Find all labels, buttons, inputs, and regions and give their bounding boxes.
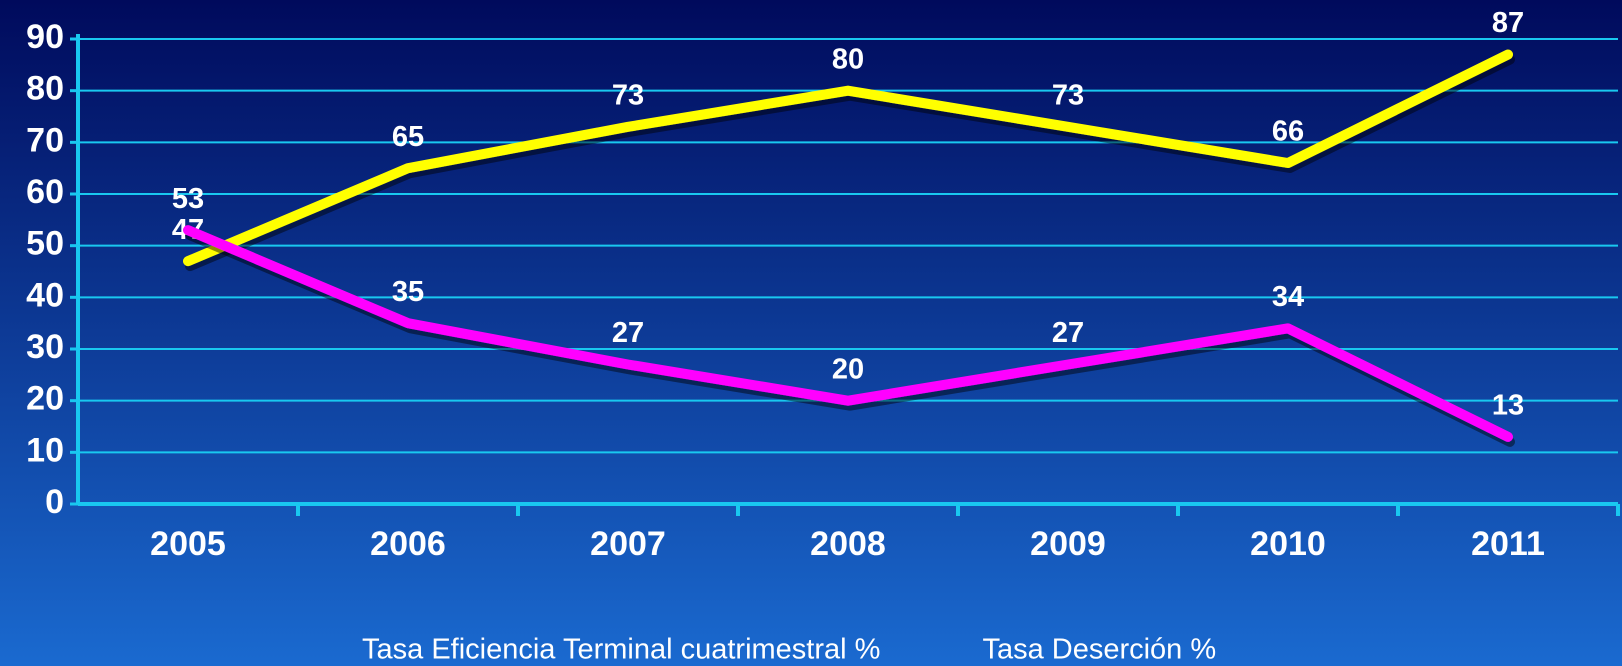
data-label: 27: [1052, 317, 1084, 349]
legend: Tasa Eficiencia Terminal cuatrimestral %…: [295, 634, 1216, 666]
y-tick-label: 30: [26, 328, 64, 366]
data-label: 73: [612, 79, 644, 111]
data-label: 53: [172, 183, 204, 215]
data-label: 34: [1272, 281, 1304, 313]
data-label: 80: [832, 43, 864, 75]
y-tick-label: 10: [26, 431, 64, 469]
y-tick-label: 20: [26, 380, 64, 418]
x-tick-label: 2011: [1471, 525, 1545, 563]
data-label: 65: [392, 121, 424, 153]
x-tick-label: 2005: [150, 525, 226, 563]
data-label: 73: [1052, 79, 1084, 111]
series-line: [183, 225, 1513, 442]
y-tick-label: 40: [26, 276, 64, 314]
data-label: 66: [1272, 116, 1304, 148]
data-label: 13: [1492, 389, 1524, 421]
x-tick-label: 2009: [1030, 525, 1106, 563]
data-label: 20: [832, 353, 864, 385]
y-tick-label: 80: [26, 70, 64, 108]
x-tick-label: 2008: [810, 525, 886, 563]
y-tick-label: 0: [45, 483, 64, 521]
data-label: 35: [392, 276, 424, 308]
x-tick-label: 2007: [590, 525, 666, 563]
x-tick-label: 2006: [370, 525, 446, 563]
y-tick-label: 60: [26, 173, 64, 211]
y-tick-label: 90: [26, 18, 64, 56]
legend-label: Tasa Deserción %: [982, 634, 1216, 666]
data-label: 27: [612, 317, 644, 349]
series-line: [183, 49, 1513, 267]
legend-label: Tasa Eficiencia Terminal cuatrimestral %: [362, 634, 880, 666]
y-tick-label: 70: [26, 121, 64, 159]
x-tick-label: 2010: [1250, 525, 1326, 563]
y-tick-label: 50: [26, 225, 64, 263]
data-label: 87: [1492, 7, 1524, 39]
